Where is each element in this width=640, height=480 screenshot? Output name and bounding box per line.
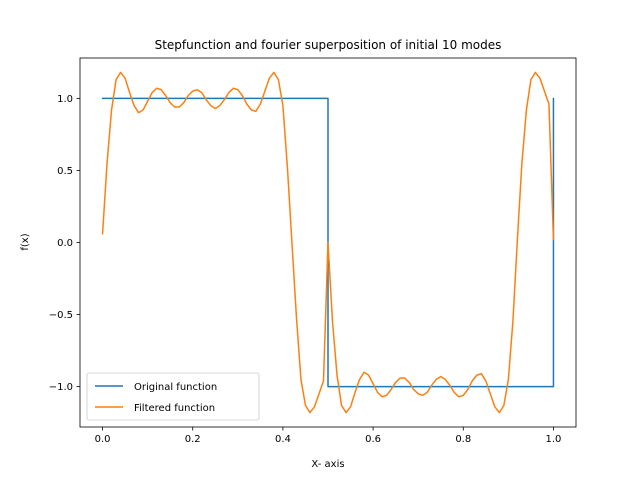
x-ticks: 0.0 0.2 0.4 0.6 0.8 1.0 [95,427,562,445]
y-tick-label: −0.5 [49,310,73,321]
x-tick-label: 0.8 [455,434,471,445]
legend-label: Filtered function [134,403,215,414]
legend: Original function Filtered function [86,372,260,421]
y-tick-label: 0.5 [57,166,73,177]
x-tick-label: 0.6 [365,434,381,445]
series-layer [101,71,555,414]
y-tick-label: 1.0 [57,94,73,105]
legend-label: Original function [134,382,217,393]
series-line-original [101,97,555,388]
x-tick-label: 0.0 [95,434,111,445]
y-ticks: −1.0 −0.5 0.0 0.5 1.0 [49,94,80,393]
legend-box [86,372,260,421]
x-tick-label: 0.2 [185,434,201,445]
series-line-filtered [101,71,555,414]
y-tick-label: 0.0 [57,238,73,249]
x-axis-label: X- axis [311,459,344,470]
y-axis-label: f(x) [20,233,31,250]
x-tick-label: 0.4 [275,434,291,445]
y-tick-label: −1.0 [49,382,73,393]
chart-title: Stepfunction and fourier superposition o… [155,38,502,52]
x-tick-label: 1.0 [546,434,562,445]
